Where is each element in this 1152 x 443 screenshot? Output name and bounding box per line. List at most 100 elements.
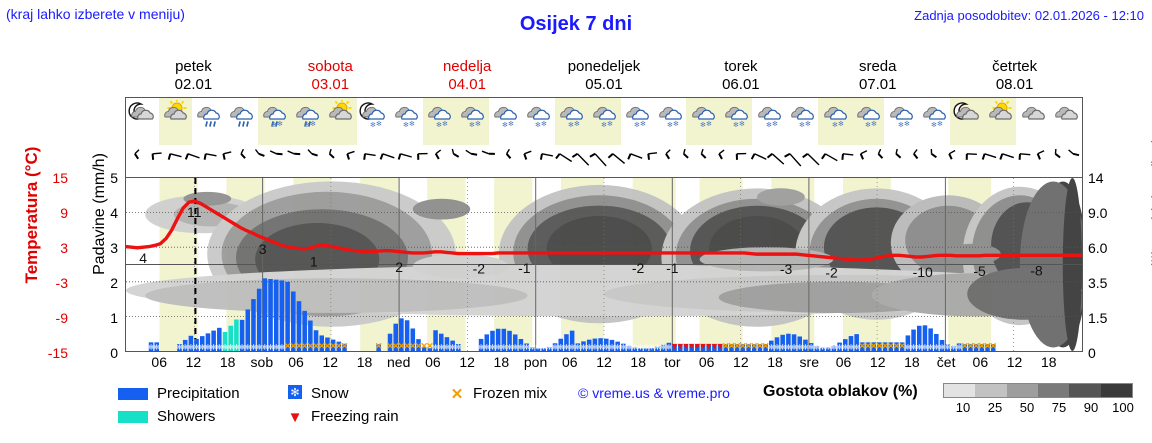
svg-text:✻: ✻: [785, 344, 791, 352]
svg-text:✻: ✻: [475, 120, 481, 128]
svg-text:✻: ✻: [928, 344, 934, 352]
svg-text:✻: ✻: [508, 120, 514, 128]
weather-icon: ✻ ✻: [560, 106, 583, 129]
weather-icon: [953, 102, 979, 120]
weather-icon: ✻ ✻: [494, 106, 517, 129]
svg-text:✕: ✕: [978, 341, 986, 351]
svg-text:✕: ✕: [859, 341, 867, 351]
temp-tick-3: -3: [55, 275, 68, 291]
weather-icon-cell-13: ✻ ✻: [554, 98, 588, 145]
svg-text:✻: ✻: [205, 344, 211, 352]
density-tick-1: 25: [987, 400, 1003, 415]
svg-text:✻: ✻: [831, 344, 837, 352]
cloud-tick-5: 0: [1088, 345, 1096, 361]
svg-text:▼: ▼: [699, 341, 708, 351]
svg-text:✻: ✻: [409, 120, 415, 128]
svg-text:✻: ✻: [808, 344, 814, 352]
svg-text:✻: ✻: [273, 344, 279, 352]
legend-snow-label: Snow: [311, 385, 349, 402]
weather-icon: [1021, 106, 1045, 120]
time-tick-3: sob: [250, 354, 274, 370]
day-name-5: sreda: [858, 58, 897, 75]
svg-text:✻: ✻: [933, 344, 939, 352]
svg-text:✻: ✻: [575, 344, 581, 352]
svg-text:✻: ✻: [805, 120, 811, 128]
weather-icon: ✻ ✻: [725, 106, 748, 129]
svg-text:✕: ✕: [745, 341, 753, 351]
svg-text:✻: ✻: [442, 120, 448, 128]
svg-text:✻: ✻: [552, 344, 558, 352]
svg-text:✻: ✻: [666, 344, 672, 352]
svg-text:✕: ✕: [762, 341, 770, 351]
weather-icon-cell-26: [983, 98, 1017, 145]
copyright-link[interactable]: © vreme.us & vreme.pro: [578, 385, 730, 401]
svg-text:✻: ✻: [772, 120, 778, 128]
svg-text:✻: ✻: [239, 344, 245, 352]
svg-text:▼: ▼: [693, 341, 702, 351]
legend-precipitation: Precipitation: [118, 385, 240, 402]
precip-tick-0: 5: [110, 170, 118, 186]
time-tick-5: 12: [322, 354, 339, 370]
time-tick-13: 12: [596, 354, 612, 370]
temp-annotation-11: -10: [913, 264, 933, 280]
temp-annotation-0: 4: [139, 250, 147, 266]
svg-text:✻: ✻: [251, 344, 257, 352]
weather-icon: [197, 106, 221, 127]
day-date-2: 04.01: [448, 76, 486, 93]
weather-icon: ✻ ✻: [263, 106, 287, 129]
weather-icon: ✻ ✻: [461, 106, 484, 129]
svg-text:✻: ✻: [574, 120, 580, 128]
svg-text:✕: ✕: [329, 341, 337, 351]
weather-icon-cell-21: ✻ ✻: [818, 98, 852, 145]
weather-icon: [128, 102, 155, 120]
weather-icon: ✻ ✻: [857, 106, 880, 129]
day-header-row: petek 02.01 sobota 03.01 nedelja 04.01 ponedel…: [125, 58, 1083, 96]
day-header-2: nedelja 04.01: [399, 58, 536, 96]
legend-freezing-rain: ▼ Freezing rain: [286, 408, 399, 426]
cloud-tick-3: 3.5: [1088, 275, 1108, 291]
svg-text:✕: ✕: [728, 341, 736, 351]
svg-text:▼: ▼: [716, 341, 725, 351]
svg-text:✻: ✻: [222, 344, 228, 352]
temp-annotation-9: -3: [780, 261, 793, 277]
svg-text:✕: ✕: [403, 341, 411, 351]
weather-icon-cell-18: ✻ ✻: [719, 98, 753, 145]
density-seg-100: [1100, 384, 1132, 397]
svg-text:✻: ✻: [541, 344, 547, 352]
svg-text:✻: ✻: [502, 121, 508, 129]
time-tick-20: 06: [835, 354, 852, 370]
time-tick-12: 06: [561, 354, 578, 370]
svg-text:✻: ✻: [524, 344, 530, 352]
svg-text:✻: ✻: [774, 344, 780, 352]
svg-text:✻: ✻: [512, 344, 518, 352]
svg-text:✕: ✕: [961, 341, 969, 351]
svg-text:✻: ✻: [643, 344, 649, 352]
weather-icon-cell-8: ✻ ✻: [390, 98, 423, 145]
time-tick-24: 06: [972, 354, 989, 370]
time-tick-26: 18: [1040, 354, 1057, 370]
svg-text:✕: ✕: [307, 341, 315, 351]
precip-tick-5: 0: [110, 345, 118, 361]
weather-icon-cell-12: ✻ ✻: [522, 98, 555, 145]
day-header-5: sreda 07.01: [809, 58, 946, 96]
svg-text:✕: ✕: [733, 341, 741, 351]
weather-icon-cell-16: ✻ ✻: [654, 98, 687, 145]
weather-icon: ✻ ✻: [527, 106, 550, 129]
svg-text:✕: ✕: [756, 341, 764, 351]
svg-text:✕: ✕: [341, 341, 349, 351]
precip-tick-2: 3: [110, 240, 118, 256]
svg-text:▼: ▼: [687, 341, 696, 351]
day-date-5: 07.01: [858, 76, 897, 93]
svg-text:✕: ✕: [335, 341, 343, 351]
svg-text:✻: ✻: [438, 344, 444, 352]
day-date-4: 06.01: [722, 76, 760, 93]
legend-showers-label: Showers: [157, 408, 216, 425]
svg-text:✕: ✕: [409, 341, 417, 351]
svg-text:✕: ✕: [386, 341, 394, 351]
time-tick-19: sre: [799, 354, 820, 370]
temp-annotation-7: -2: [632, 260, 645, 276]
weather-icon-band: ✻ ✻ ✻ ✻ ✻ ✻ ✻ ✻ ✻ ✻ ✻ ✻ ✻ ✻ ✻ ✻ ✻ ✻ ✻ ✻ ✻ ✻ ✻ ✻ ✻ ✻ ✻ ✻ ✻ ✻ ✻ ✻ ✻ ✻ ✻ ✻ ✻ ✻ ✻ ✻: [125, 97, 1083, 145]
plot-svg: ✻ ✻ ✻ ✻ ✻ ✻ ✻ ✻ ✻ ✻ ✻ ✻ ✻ ✻ ✻ ✻ ✻ ✻ ✻ ✻ ✻✕✕✕✕✕✕✕✕✕✕✕ ✕ ✕✕✕✕✕✕✕…: [126, 178, 1082, 351]
svg-text:✻: ✻: [931, 121, 937, 129]
svg-text:✻: ✻: [950, 344, 956, 352]
